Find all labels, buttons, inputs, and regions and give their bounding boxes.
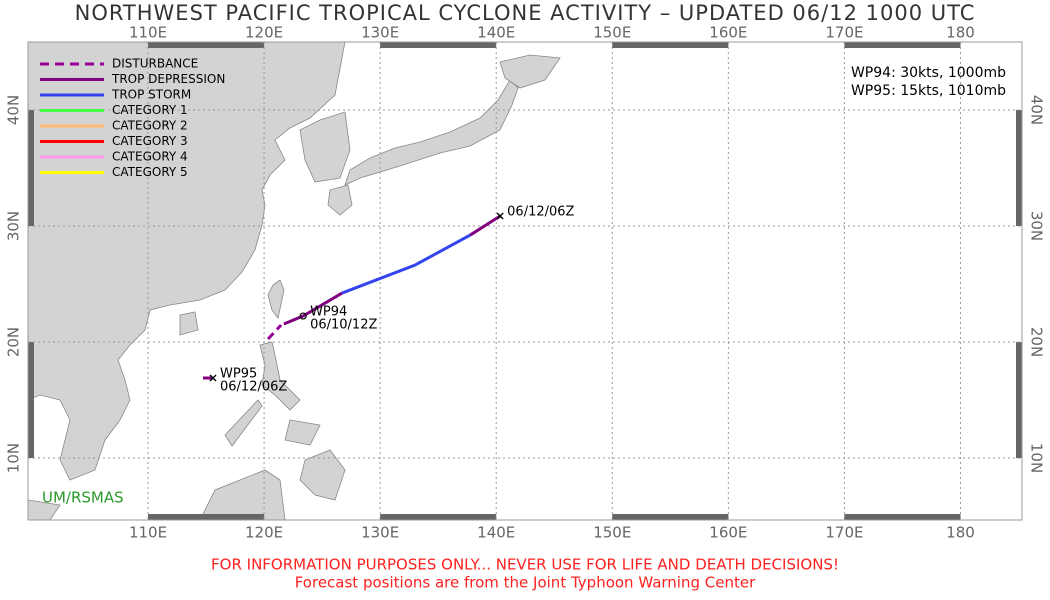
title: NORTHWEST PACIFIC TROPICAL CYCLONE ACTIV… bbox=[75, 1, 976, 25]
lon-label: 110E bbox=[129, 524, 167, 542]
track-segment bbox=[283, 291, 343, 326]
track-segment bbox=[341, 233, 471, 295]
status-line: WP95: 15kts, 1010mb bbox=[851, 83, 1006, 99]
legend-label: CATEGORY 3 bbox=[112, 134, 188, 148]
hainan bbox=[179, 311, 199, 336]
track-segment bbox=[266, 323, 283, 341]
edge-bar bbox=[1016, 342, 1022, 459]
lat-label: 10N bbox=[5, 443, 23, 473]
legend-label: CATEGORY 2 bbox=[112, 119, 188, 133]
lat-label: 30N bbox=[5, 211, 23, 241]
footer-line: Forecast positions are from the Joint Ty… bbox=[295, 574, 756, 592]
edge-bar bbox=[1016, 109, 1022, 227]
track-segment bbox=[469, 214, 501, 237]
lon-label: 110E bbox=[129, 24, 167, 42]
lat-label: 30N bbox=[1028, 211, 1046, 241]
lat-label: 10N bbox=[1028, 443, 1046, 473]
legend-label: CATEGORY 1 bbox=[112, 103, 188, 117]
kyushu bbox=[327, 184, 353, 216]
korea bbox=[299, 111, 351, 183]
borneo bbox=[199, 469, 286, 520]
lon-label: 120E bbox=[245, 24, 283, 42]
lon-label: 180 bbox=[946, 524, 975, 542]
lat-label: 40N bbox=[5, 95, 23, 125]
edge-bar bbox=[380, 42, 497, 48]
luzon bbox=[259, 341, 301, 411]
status-line: WP94: 30kts, 1000mb bbox=[851, 65, 1006, 81]
position-marker bbox=[299, 312, 307, 320]
hokkaido bbox=[499, 54, 561, 89]
palawan bbox=[224, 399, 263, 447]
map-frame bbox=[27, 41, 1023, 521]
edge-bar bbox=[28, 342, 34, 459]
lon-label: 160E bbox=[709, 24, 747, 42]
lon-label: 170E bbox=[825, 24, 863, 42]
malaya bbox=[28, 499, 61, 520]
lon-label: 150E bbox=[593, 524, 631, 542]
edge-bar bbox=[380, 514, 497, 520]
lat-label: 40N bbox=[1028, 95, 1046, 125]
edge-bar bbox=[612, 42, 729, 48]
edge-bar bbox=[148, 42, 265, 48]
edge-bar bbox=[148, 514, 265, 520]
grid: 110E 110E 120E 120E 130E 130E 140E 140E 150E 150E… bbox=[5, 24, 1046, 542]
lon-label: 150E bbox=[593, 24, 631, 42]
storm-label: 06/12/06Z bbox=[220, 379, 287, 394]
lon-label: 160E bbox=[709, 524, 747, 542]
honshu bbox=[344, 79, 519, 186]
footer-line: FOR INFORMATION PURPOSES ONLY... NEVER U… bbox=[211, 556, 839, 574]
legend-label: TROP DEPRESSION bbox=[111, 72, 225, 86]
taiwan bbox=[267, 279, 285, 319]
legend-label: DISTURBANCE bbox=[112, 57, 198, 71]
edge-bar bbox=[612, 514, 729, 520]
storm-label: 06/12/06Z bbox=[507, 205, 574, 220]
storm-label: WP95 bbox=[220, 366, 257, 381]
lon-label: 130E bbox=[361, 524, 399, 542]
lat-label: 20N bbox=[5, 327, 23, 357]
lon-label: 140E bbox=[477, 524, 515, 542]
edge-bar bbox=[844, 514, 961, 520]
lon-label: 170E bbox=[825, 524, 863, 542]
legend-label: CATEGORY 4 bbox=[112, 150, 188, 164]
visayas bbox=[284, 419, 321, 446]
storm-label: 06/10/12Z bbox=[310, 318, 377, 333]
credit: UM/RSMAS bbox=[42, 489, 124, 507]
lon-label: 180 bbox=[946, 24, 975, 42]
position-marker bbox=[496, 212, 504, 220]
edge-bar bbox=[844, 42, 961, 48]
lon-label: 120E bbox=[245, 524, 283, 542]
mindanao bbox=[299, 449, 346, 501]
lon-label: 140E bbox=[477, 24, 515, 42]
lat-label: 20N bbox=[1028, 327, 1046, 357]
storm-label: WP94 bbox=[310, 305, 347, 320]
land bbox=[28, 42, 561, 520]
position-marker bbox=[209, 374, 217, 382]
legend-label: CATEGORY 5 bbox=[112, 165, 188, 179]
asia-mainland bbox=[28, 42, 346, 481]
edge-bar bbox=[28, 109, 34, 227]
legend-label: TROP STORM bbox=[111, 88, 191, 102]
lon-label: 130E bbox=[361, 24, 399, 42]
